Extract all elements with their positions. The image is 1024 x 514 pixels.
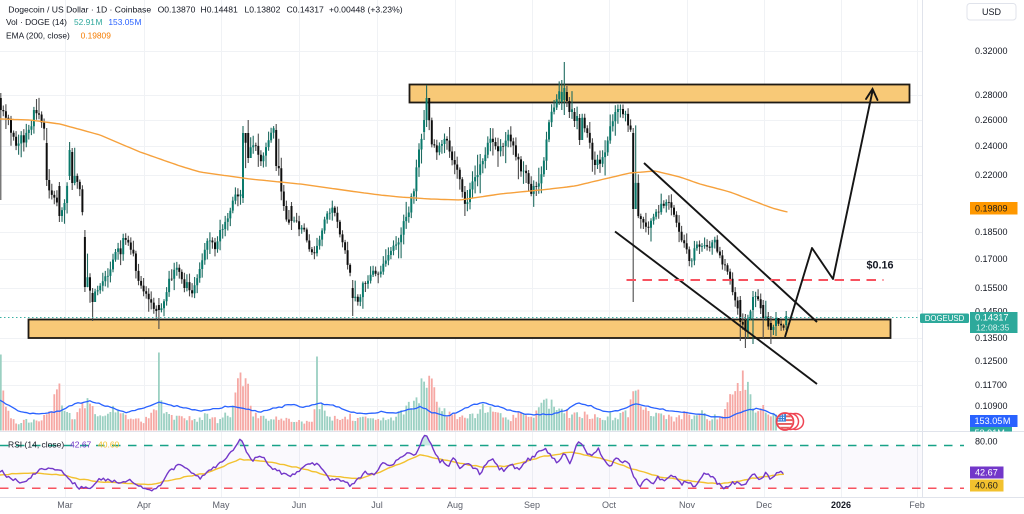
svg-text:0.14317: 0.14317 (975, 313, 1009, 323)
svg-text:40.60: 40.60 (975, 481, 998, 491)
svg-text:0.26000: 0.26000 (975, 115, 1008, 125)
svg-text:0.13500: 0.13500 (975, 333, 1008, 343)
svg-text:H0.14481: H0.14481 (201, 5, 238, 15)
svg-text:80.00: 80.00 (975, 437, 998, 447)
svg-text:C0.14317: C0.14317 (287, 5, 324, 15)
svg-text:USD: USD (982, 7, 1002, 17)
svg-text:0.18500: 0.18500 (975, 227, 1008, 237)
svg-text:May: May (212, 500, 230, 510)
svg-text:52.91M: 52.91M (975, 428, 1005, 438)
svg-text:O0.13870: O0.13870 (158, 5, 196, 15)
svg-text:Aug: Aug (447, 500, 463, 510)
svg-text:EMA (200, close): EMA (200, close) (6, 31, 70, 41)
svg-text:52.91M: 52.91M (74, 17, 102, 27)
svg-text:0.10900: 0.10900 (975, 401, 1008, 411)
svg-text:0.22000: 0.22000 (975, 170, 1008, 180)
svg-text:Nov: Nov (679, 500, 696, 510)
svg-text:0.17000: 0.17000 (975, 254, 1008, 264)
svg-text:Oct: Oct (602, 500, 617, 510)
svg-text:0.32000: 0.32000 (975, 46, 1008, 56)
svg-text:Mar: Mar (57, 500, 73, 510)
svg-text:0.19809: 0.19809 (81, 31, 112, 41)
svg-text:0.12500: 0.12500 (975, 356, 1008, 366)
svg-text:40.60: 40.60 (98, 439, 120, 449)
svg-text:42.67: 42.67 (975, 468, 998, 478)
svg-text:$0.16: $0.16 (867, 260, 894, 272)
svg-text:RSI (14, close): RSI (14, close) (8, 439, 64, 449)
svg-text:Feb: Feb (909, 500, 925, 510)
svg-text:153.05M: 153.05M (108, 17, 141, 27)
svg-text:153.05M: 153.05M (975, 416, 1011, 426)
svg-text:12:08:35: 12:08:35 (976, 322, 1010, 332)
svg-text:L0.13802: L0.13802 (245, 5, 281, 15)
svg-text:2026: 2026 (831, 500, 851, 510)
svg-text:Jul: Jul (371, 500, 383, 510)
svg-text:Vol · DOGE (14): Vol · DOGE (14) (6, 17, 67, 27)
svg-text:0.15500: 0.15500 (975, 283, 1008, 293)
svg-text:Apr: Apr (137, 500, 151, 510)
svg-text:Jun: Jun (292, 500, 307, 510)
svg-text:+0.00448 (+3.23%): +0.00448 (+3.23%) (329, 5, 403, 15)
svg-text:42.67: 42.67 (70, 439, 92, 449)
svg-text:0.14500: 0.14500 (975, 307, 1008, 317)
svg-text:0.24000: 0.24000 (975, 141, 1008, 151)
svg-text:0.28000: 0.28000 (975, 90, 1008, 100)
svg-text:0.11700: 0.11700 (975, 380, 1007, 390)
svg-text:DOGEUSD: DOGEUSD (925, 314, 965, 323)
svg-text:Dogecoin / US Dollar · 1D · Co: Dogecoin / US Dollar · 1D · Coinbase (8, 5, 151, 15)
svg-text:Sep: Sep (524, 500, 540, 510)
svg-text:0.19809: 0.19809 (975, 204, 1008, 214)
svg-text:Dec: Dec (756, 500, 773, 510)
